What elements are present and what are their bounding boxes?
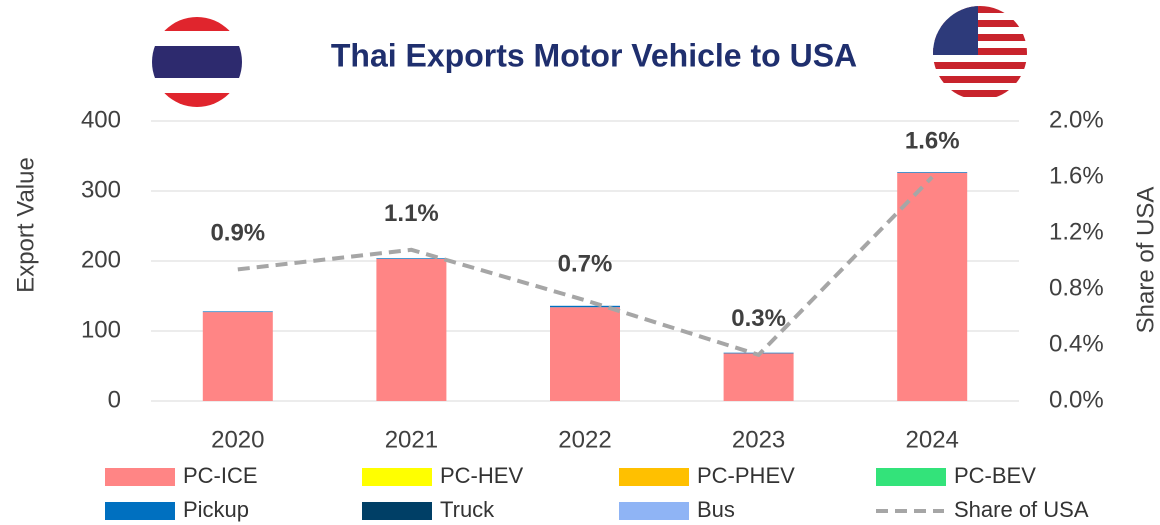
y-tick-label: 300 (81, 176, 121, 203)
bar-segment (897, 172, 968, 173)
legend-swatch (619, 502, 689, 520)
y-axis-label: Export Value (12, 157, 39, 293)
legend-label: Truck (440, 497, 495, 522)
legend-label: Share of USA (954, 497, 1089, 522)
bar-segment (723, 353, 794, 401)
x-tick-label: 2020 (211, 426, 264, 453)
data-label: 1.1% (384, 200, 439, 227)
legend-swatch (105, 502, 175, 520)
y-tick-label: 400 (81, 106, 121, 133)
legend-label: PC-PHEV (697, 463, 795, 488)
bar-segment (550, 305, 620, 308)
data-label: 0.7% (558, 251, 613, 278)
legend-label: PC-ICE (183, 463, 258, 488)
bar-segment (202, 311, 273, 313)
x-tick-label: 2022 (558, 426, 611, 453)
us-flag (933, 6, 1027, 100)
legend-swatch (362, 468, 432, 486)
y2-tick-label: 0.0% (1049, 386, 1104, 413)
legend-label: Bus (697, 497, 735, 522)
y2-tick-label: 0.8% (1049, 274, 1104, 301)
bar-segment (376, 258, 447, 259)
y2-axis-label: Share of USA (1132, 187, 1159, 334)
legend-label: PC-HEV (440, 463, 523, 488)
y-tick-label: 100 (81, 316, 121, 343)
data-label: 1.6% (905, 127, 960, 154)
chart-title: Thai Exports Motor Vehicle to USA (331, 37, 857, 73)
legend-swatch (619, 468, 689, 486)
x-tick-label: 2024 (906, 426, 959, 453)
y2-tick-label: 1.6% (1049, 162, 1104, 189)
legend-swatch (105, 468, 175, 486)
bar-segment (376, 258, 447, 401)
y2-tick-label: 2.0% (1049, 106, 1104, 133)
legend-label: Pickup (183, 497, 249, 522)
share-line (237, 175, 934, 358)
bar-segment (897, 172, 968, 401)
y-tick-label: 0 (108, 386, 121, 413)
legend-label: PC-BEV (954, 463, 1036, 488)
y2-tick-label: 0.4% (1049, 330, 1104, 357)
legend-swatch (362, 502, 432, 520)
y2-tick-label: 1.2% (1049, 218, 1104, 245)
thai-flag (152, 17, 242, 107)
bar-segment (202, 312, 273, 401)
y-tick-label: 200 (81, 246, 121, 273)
legend-swatch (876, 468, 946, 486)
data-label: 0.3% (731, 305, 786, 332)
x-tick-label: 2021 (385, 426, 438, 453)
bar-segment (550, 307, 620, 401)
data-label: 0.9% (210, 220, 265, 247)
x-tick-label: 2023 (732, 426, 785, 453)
